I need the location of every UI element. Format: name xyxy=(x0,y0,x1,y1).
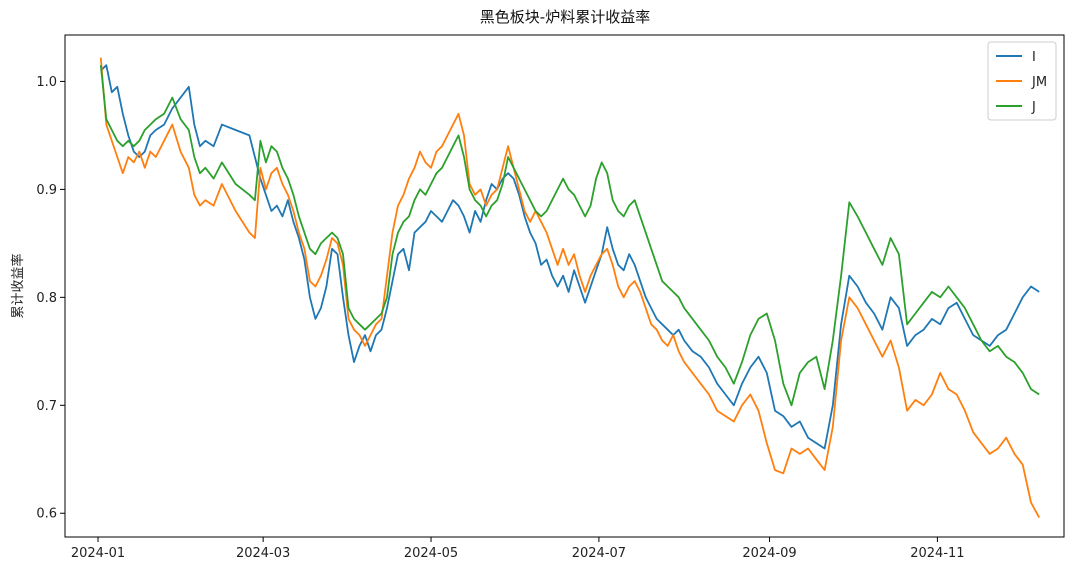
chart-title: 黑色板块-炉料累计收益率 xyxy=(480,8,650,26)
y-axis-label: 累计收益率 xyxy=(10,253,26,318)
x-tick-label: 2024-09 xyxy=(742,546,796,561)
y-axis: 0.6 0.7 0.8 0.9 1.0 xyxy=(36,75,65,522)
series-line-j xyxy=(99,65,1040,407)
series-line-jm xyxy=(99,57,1040,519)
x-tick-label: 2024-11 xyxy=(910,546,964,561)
x-tick-label: 2024-07 xyxy=(572,546,626,561)
x-tick-label: 2024-03 xyxy=(236,546,290,561)
legend-label: I xyxy=(1032,50,1036,65)
y-tick-label: 0.8 xyxy=(36,291,57,306)
legend-label: J xyxy=(1031,100,1036,115)
x-tick-label: 2024-01 xyxy=(71,546,125,561)
x-tick-label: 2024-05 xyxy=(404,546,458,561)
y-tick-label: 1.0 xyxy=(36,75,57,90)
x-axis: 2024-01 2024-03 2024-05 2024-07 2024-09 2024-… xyxy=(71,537,965,561)
series-lines xyxy=(99,57,1040,519)
y-tick-label: 0.9 xyxy=(36,183,57,198)
series-line-i xyxy=(100,64,1040,450)
legend-label: JM xyxy=(1031,75,1047,90)
plot-area xyxy=(64,34,1065,538)
y-tick-label: 0.7 xyxy=(36,399,57,414)
legend: I JM J xyxy=(987,41,1057,121)
y-tick-label: 0.6 xyxy=(36,507,57,522)
